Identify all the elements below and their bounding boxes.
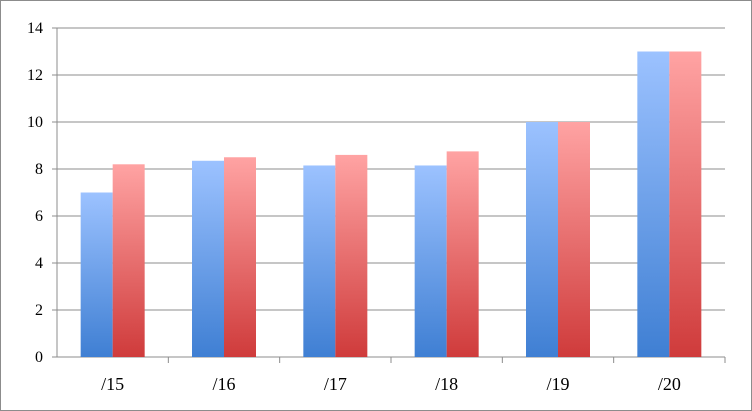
bar-series-2-5 [669, 51, 702, 357]
bar-series-2-2 [335, 154, 368, 357]
y-tick-label: 0 [35, 349, 43, 366]
bar-series-1-3 [414, 165, 447, 357]
bars [80, 51, 702, 357]
labels: 0 2 4 6 8 10 12 14/15/16/17/18/19/20 [27, 20, 681, 394]
y-tick-label: 14 [27, 20, 43, 37]
bar-series-1-2 [303, 165, 336, 357]
y-tick-label: 12 [27, 67, 43, 84]
bar-series-1-1 [192, 160, 224, 357]
bar-series-2-3 [446, 151, 479, 357]
gridlines [57, 27, 725, 311]
x-category-label: /20 [658, 374, 681, 394]
x-category-label: /18 [435, 374, 458, 394]
y-tick-label: 2 [35, 302, 43, 319]
y-tick-label: 4 [35, 255, 43, 272]
axes [52, 27, 726, 363]
bar-series-2-4 [558, 122, 590, 357]
x-category-label: /15 [101, 374, 124, 394]
bar-series-2-1 [224, 157, 256, 357]
bar-series-1-5 [637, 51, 670, 357]
y-tick-label: 8 [35, 161, 43, 178]
x-category-label: /16 [212, 374, 235, 394]
bar-series-1-0 [80, 192, 113, 357]
bar-series-1-4 [526, 122, 558, 357]
x-category-label: /17 [324, 374, 347, 394]
bar-series-2-0 [112, 164, 145, 357]
y-tick-label: 6 [35, 208, 43, 225]
y-tick-label: 10 [27, 114, 43, 131]
x-category-label: /19 [546, 374, 569, 394]
